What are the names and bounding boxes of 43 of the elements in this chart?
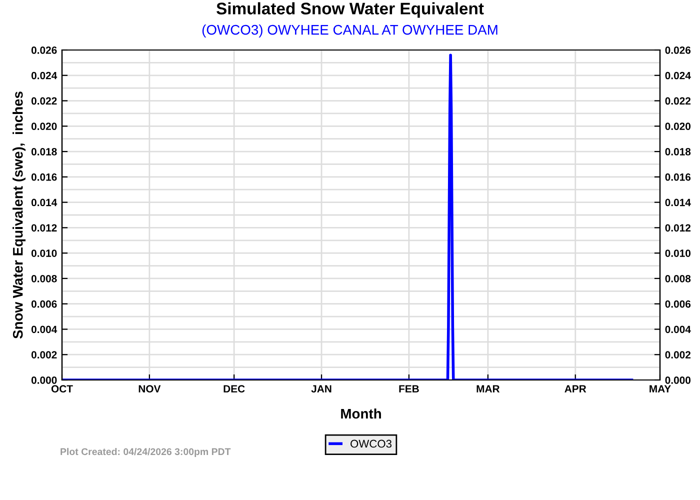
y-tick-label: 0.022 bbox=[31, 97, 57, 105]
y2-tick-label: 0.026 bbox=[665, 46, 691, 54]
chart-title: Simulated Snow Water Equivalent bbox=[216, 2, 484, 18]
y2-tick-label: 0.000 bbox=[665, 376, 690, 384]
y-tick-label: 0.000 bbox=[31, 376, 57, 384]
y2-tick-label: 0.008 bbox=[665, 274, 691, 282]
y-tick-label: 0.024 bbox=[31, 72, 58, 80]
y2-tick-label: 0.018 bbox=[665, 148, 691, 156]
x-tick-label: OCT bbox=[51, 385, 73, 393]
y-axis-title: Snow Water Equivalent (swe), inches bbox=[12, 92, 26, 339]
y-tick-label: 0.006 bbox=[31, 300, 57, 308]
y-tick-label: 0.004 bbox=[31, 326, 58, 334]
y-tick-label: 0.010 bbox=[31, 250, 57, 257]
y-tick-label: 0.014 bbox=[31, 198, 58, 206]
y-tick-label: 0.016 bbox=[31, 173, 57, 181]
y2-tick-label: 0.014 bbox=[665, 198, 691, 206]
x-tick-label: MAR bbox=[476, 385, 500, 392]
y2-tick-label: 0.002 bbox=[665, 351, 691, 358]
y2-tick-label: 0.020 bbox=[665, 122, 690, 130]
y-tick-label: 0.026 bbox=[31, 46, 57, 54]
y-tick-label: 0.012 bbox=[31, 224, 57, 232]
chart-subtitle: (OWCO3) OWYHEE CANAL AT OWYHEE DAM bbox=[202, 24, 498, 38]
y2-tick-label: 0.006 bbox=[665, 300, 691, 308]
y2-tick-label: 0.004 bbox=[665, 326, 691, 334]
y-tick-label: 0.018 bbox=[31, 148, 57, 156]
text: Plot Created: 04/24/2026 3:00pm PDT bbox=[60, 448, 231, 458]
x-tick-label: APR bbox=[564, 385, 586, 392]
y-tick-label: 0.020 bbox=[31, 122, 57, 130]
y2-tick-label: 0.022 bbox=[665, 97, 691, 105]
x-axis-title: Month bbox=[341, 408, 381, 419]
line-series bbox=[62, 54, 634, 380]
x-tick-label: JAN bbox=[311, 385, 332, 393]
x-tick-label: NOV bbox=[138, 385, 161, 393]
legend-label: OWCO3 bbox=[350, 440, 392, 448]
y-tick-label: 0.008 bbox=[31, 274, 57, 282]
y-tick-label: 0.002 bbox=[31, 351, 57, 358]
y2-tick-label: 0.010 bbox=[665, 250, 690, 257]
y2-tick-label: 0.016 bbox=[665, 173, 691, 181]
y2-tick-label: 0.024 bbox=[665, 72, 691, 80]
x-tick-label: DEC bbox=[224, 385, 245, 393]
x-tick-label: FEB bbox=[399, 385, 419, 392]
x-tick-label: MAY bbox=[650, 385, 671, 392]
y2-tick-label: 0.012 bbox=[665, 224, 691, 232]
